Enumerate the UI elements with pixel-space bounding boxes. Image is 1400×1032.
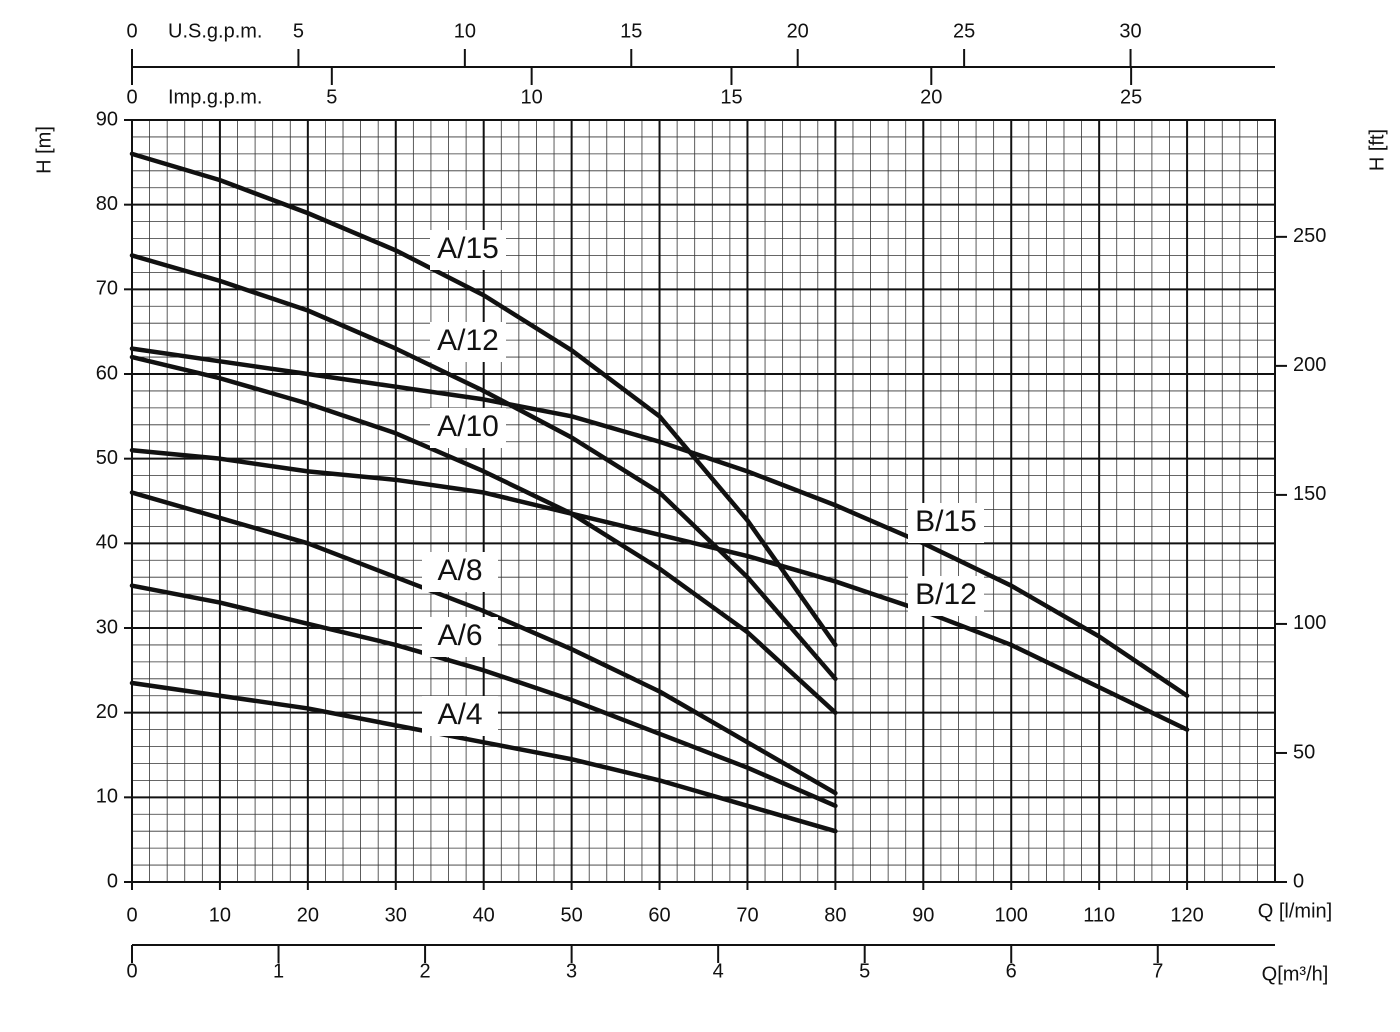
imp-gpm-tick-label: 25 bbox=[1120, 86, 1142, 108]
y2-tick-label: 250 bbox=[1293, 225, 1326, 247]
m3h-tick-label: 4 bbox=[713, 960, 724, 982]
y2-tick-label: 0 bbox=[1293, 870, 1304, 892]
x-tick-label: 10 bbox=[209, 904, 231, 926]
imp-gpm-tick-label: 15 bbox=[720, 86, 742, 108]
us-gpm-tick-label: 20 bbox=[787, 20, 809, 42]
y-axis-label: H [m] bbox=[33, 126, 55, 174]
y2-tick-label: 150 bbox=[1293, 483, 1326, 505]
m3h-axis-label: Q[m³/h] bbox=[1262, 963, 1329, 985]
y-tick-label: 60 bbox=[96, 362, 118, 384]
imp-gpm-tick-label: 5 bbox=[326, 86, 337, 108]
curve-label-bg bbox=[430, 230, 506, 270]
y-tick-label: 10 bbox=[96, 786, 118, 808]
m3h-tick-label: 7 bbox=[1152, 960, 1163, 982]
curve-label-bg bbox=[908, 503, 984, 543]
y-tick-label: 20 bbox=[96, 701, 118, 723]
x-tick-label: 90 bbox=[912, 904, 934, 926]
m3h-tick-label: 5 bbox=[859, 960, 870, 982]
x-tick-label: 70 bbox=[736, 904, 758, 926]
us-gpm-tick-label: 5 bbox=[293, 20, 304, 42]
y-tick-label: 50 bbox=[96, 447, 118, 469]
m3h-tick-label: 0 bbox=[126, 960, 137, 982]
curve-label: A/8 bbox=[437, 554, 482, 587]
curve-label-bg bbox=[422, 696, 498, 736]
plot-frame bbox=[131, 119, 1276, 883]
us-gpm-axis-label: U.S.g.p.m. bbox=[168, 20, 262, 42]
us-gpm-tick-label: 30 bbox=[1119, 20, 1141, 42]
x-axis-label: Q [l/min] bbox=[1258, 900, 1332, 922]
curve-label: B/12 bbox=[915, 578, 977, 611]
y2-tick-label: 50 bbox=[1293, 741, 1315, 763]
x-tick-label: 20 bbox=[297, 904, 319, 926]
curve-label-bg bbox=[430, 408, 506, 448]
x-tick-label: 0 bbox=[126, 904, 137, 926]
m3h-tick-label: 6 bbox=[1006, 960, 1017, 982]
curve bbox=[129, 354, 838, 715]
y2-axis-label: H [ft] bbox=[1366, 129, 1388, 171]
y-tick-label: 70 bbox=[96, 278, 118, 300]
imp-gpm-tick-label: 20 bbox=[920, 86, 942, 108]
imp-gpm-tick-label: 10 bbox=[521, 86, 543, 108]
curve-label-bg bbox=[430, 322, 506, 362]
us-gpm-tick-label: 15 bbox=[620, 20, 642, 42]
m3h-tick-label: 2 bbox=[420, 960, 431, 982]
y-tick-label: 80 bbox=[96, 193, 118, 215]
m3h-tick-label: 3 bbox=[566, 960, 577, 982]
m3h-tick-label: 1 bbox=[273, 960, 284, 982]
us-gpm-tick-label: 10 bbox=[454, 20, 476, 42]
curve bbox=[129, 447, 1190, 732]
curve bbox=[129, 151, 838, 648]
y2-tick-label: 200 bbox=[1293, 354, 1326, 376]
imp-gpm-axis-label: Imp.g.p.m. bbox=[168, 86, 262, 108]
x-tick-label: 80 bbox=[824, 904, 846, 926]
imp-gpm-tick-label: 0 bbox=[126, 86, 137, 108]
curve bbox=[129, 583, 838, 809]
x-tick-label: 120 bbox=[1170, 904, 1203, 926]
y-tick-label: 40 bbox=[96, 532, 118, 554]
x-tick-label: 30 bbox=[385, 904, 407, 926]
y-tick-label: 90 bbox=[96, 108, 118, 130]
curve-label-bg bbox=[422, 552, 498, 592]
curve-label-bg bbox=[422, 617, 498, 657]
curve bbox=[129, 490, 838, 796]
y-tick-label: 30 bbox=[96, 616, 118, 638]
x-tick-label: 100 bbox=[995, 904, 1028, 926]
us-gpm-tick-label: 25 bbox=[953, 20, 975, 42]
curve-label: A/6 bbox=[437, 619, 482, 652]
curve-label: A/10 bbox=[437, 410, 499, 443]
curve-label-bg bbox=[908, 576, 984, 616]
curve-label: A/4 bbox=[437, 698, 482, 731]
x-tick-label: 110 bbox=[1083, 904, 1115, 926]
y-tick-label: 0 bbox=[107, 870, 118, 892]
curve bbox=[129, 680, 838, 834]
y2-tick-label: 100 bbox=[1293, 612, 1326, 634]
curve-label: A/12 bbox=[437, 324, 499, 357]
x-tick-label: 50 bbox=[560, 904, 582, 926]
x-tick-label: 60 bbox=[648, 904, 670, 926]
us-gpm-tick-label: 0 bbox=[126, 20, 137, 42]
curve-label: A/15 bbox=[437, 232, 499, 265]
x-tick-label: 40 bbox=[473, 904, 495, 926]
curve bbox=[129, 346, 1190, 698]
curve-label: B/15 bbox=[915, 505, 977, 538]
